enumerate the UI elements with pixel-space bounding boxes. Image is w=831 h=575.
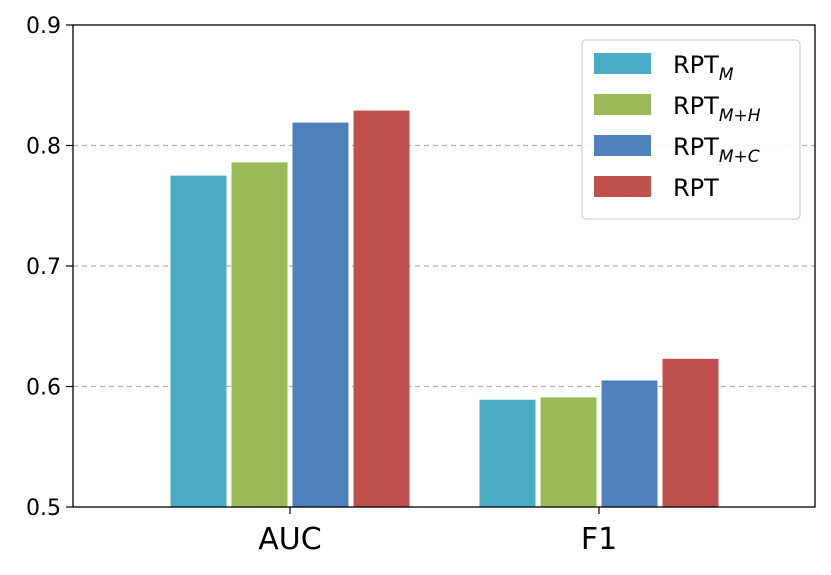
legend-label: RPTM [673, 51, 734, 85]
legend-label-subscript: M+C [719, 147, 760, 167]
legend-label-subscript: M+H [719, 106, 761, 126]
y-axis: 0.5 0.6 0.7 0.8 0.9 [26, 14, 73, 521]
legend-swatch [594, 135, 651, 156]
x-tick-label: F1 [581, 522, 617, 557]
legend-label: RPTM+H [673, 92, 761, 126]
y-tick-label: 0.8 [26, 135, 61, 160]
legend-label-name: RPT [673, 133, 719, 161]
y-tick-label: 0.6 [26, 376, 61, 401]
legend-label-subscript: M [719, 65, 734, 85]
legend-swatch [594, 53, 651, 74]
legend-swatch [594, 176, 651, 197]
legend-label-name: RPT [673, 174, 719, 202]
legend-label-name: RPT [673, 92, 719, 120]
y-tick-label: 0.9 [26, 14, 61, 39]
bar [662, 358, 719, 507]
legend-label: RPT [673, 174, 719, 202]
x-tick-label: AUC [258, 522, 321, 557]
legend-label: RPTM+C [673, 133, 760, 167]
y-tick-label: 0.5 [26, 496, 61, 521]
legend-box [581, 39, 801, 220]
bar [353, 110, 410, 508]
bar [540, 397, 597, 507]
legend-label-name: RPT [673, 51, 719, 79]
bar [170, 175, 227, 507]
bar [601, 380, 658, 507]
bar [231, 162, 288, 507]
bar [292, 122, 349, 507]
grid-layer [73, 144, 815, 388]
legend-swatch [594, 94, 651, 115]
x-axis: AUC F1 [258, 507, 617, 557]
y-tick-label: 0.7 [26, 255, 61, 280]
bar [479, 399, 536, 507]
bars-layer [170, 110, 719, 508]
